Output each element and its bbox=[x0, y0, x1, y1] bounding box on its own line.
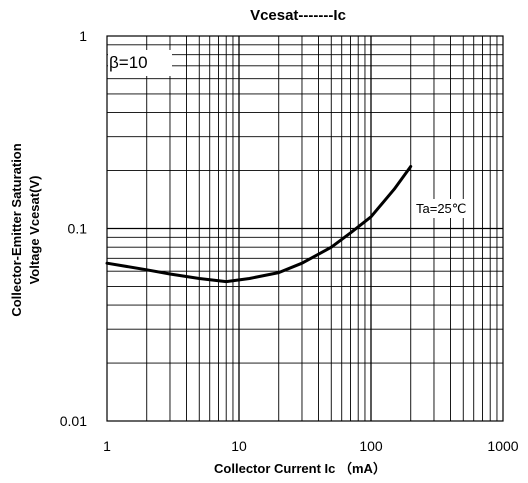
y-axis-label-line2: Voltage Vcesat(V) bbox=[27, 176, 42, 285]
y-tick-label: 0.1 bbox=[68, 221, 88, 237]
beta-annotation: β=10 bbox=[108, 50, 172, 76]
x-tick-label: 1 bbox=[103, 438, 111, 454]
x-axis-label: Collector Current Ic （mA） bbox=[214, 461, 386, 476]
y-tick-label: 1 bbox=[79, 28, 87, 44]
temperature-label: Ta=25℃ bbox=[416, 201, 466, 216]
y-axis-label-line1: Collector-Emitter Saturation bbox=[9, 143, 24, 316]
y-tick-labels: 1 0.1 0.01 bbox=[60, 28, 87, 429]
plot-frame bbox=[106, 35, 504, 422]
x-tick-label: 100 bbox=[359, 438, 383, 454]
grid bbox=[107, 36, 503, 421]
beta-label: β=10 bbox=[109, 53, 148, 72]
x-tick-labels: 1 10 100 1000 bbox=[103, 438, 519, 454]
y-tick-label: 0.01 bbox=[60, 413, 87, 429]
x-tick-label: 1000 bbox=[487, 438, 518, 454]
x-tick-label: 10 bbox=[231, 438, 247, 454]
y-axis-label: Collector-Emitter Saturation Voltage Vce… bbox=[9, 143, 42, 316]
temperature-annotation: Ta=25℃ bbox=[413, 199, 469, 218]
chart-title: Vcesat-------Ic bbox=[250, 7, 346, 24]
vcesat-curve bbox=[105, 165, 413, 284]
